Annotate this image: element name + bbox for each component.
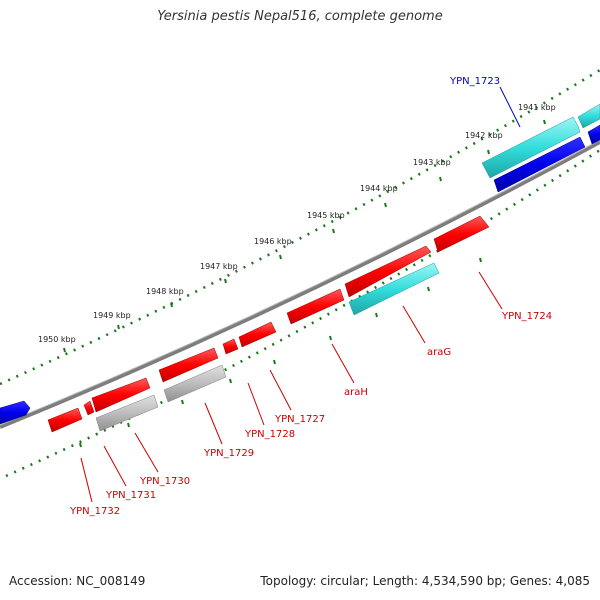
gene-ypn-1730-arrow[interactable] xyxy=(91,377,151,413)
tick-label-1942: 1942 kbp xyxy=(465,131,503,140)
gene-label-ypn-1731: YPN_1731 xyxy=(105,490,156,501)
gene-label-arag: araG xyxy=(427,347,451,358)
reverse-strand-track xyxy=(95,124,600,432)
gene-label-ypn-1724: YPN_1724 xyxy=(501,311,552,322)
gene-cyan-reverse-arrow[interactable] xyxy=(348,262,440,316)
accession-text: Accession: NC_008149 xyxy=(9,574,146,588)
tick-label-1946: 1946 kbp xyxy=(254,237,292,246)
gene-label-ypn-1723: YPN_1723 xyxy=(449,76,500,87)
outer-tick-ring xyxy=(0,68,600,386)
gene-arag-arrow[interactable] xyxy=(344,245,432,298)
gene-ypn-1728-arrow[interactable] xyxy=(222,338,239,355)
gene-ypn-1732-arrow[interactable] xyxy=(47,407,83,433)
forward-strand-track xyxy=(0,103,600,433)
gene-label-ypn-1732: YPN_1732 xyxy=(69,506,120,517)
tick-label-1944: 1944 kbp xyxy=(360,184,398,193)
gene-label-arah: araH xyxy=(344,387,368,398)
gene-label-ypn-1728: YPN_1728 xyxy=(244,429,295,440)
gene-label-ypn-1727: YPN_1727 xyxy=(274,414,325,425)
gene-ypn-1731-arrow[interactable] xyxy=(83,400,95,416)
gene-blue-edge-arrow[interactable] xyxy=(587,124,600,145)
label-leaders xyxy=(80,86,521,503)
gene-grey-pseudo-arrow-1[interactable] xyxy=(163,364,227,403)
gene-label-ypn-1730: YPN_1730 xyxy=(139,476,190,487)
gene-ypn-1723-arrow[interactable] xyxy=(481,116,581,179)
gene-ypn-1724-arrow[interactable] xyxy=(433,215,490,253)
gene-blue-reverse-arrow[interactable] xyxy=(493,136,586,193)
gene-cyan-edge-arrow[interactable] xyxy=(577,103,600,129)
tick-label-1950: 1950 kbp xyxy=(38,335,76,344)
genome-title: Yersinia pestis Nepal516, complete genom… xyxy=(157,9,443,24)
genome-backbone xyxy=(0,140,600,429)
inner-tick-ring xyxy=(5,148,600,478)
tick-label-1945: 1945 kbp xyxy=(307,211,345,220)
tick-label-1941: 1941 kbp xyxy=(518,103,556,112)
gene-ypn-1729-arrow[interactable] xyxy=(158,347,219,383)
gene-grey-pseudo-arrow-2[interactable] xyxy=(95,394,159,432)
gene-ypn-1727-arrow[interactable] xyxy=(238,321,277,348)
tick-label-1947: 1947 kbp xyxy=(200,262,238,271)
topology-text: Topology: circular; Length: 4,534,590 bp… xyxy=(260,574,590,588)
tick-label-1948: 1948 kbp xyxy=(146,287,184,296)
tick-label-1943: 1943 kbp xyxy=(413,158,451,167)
gene-blue-left-arrow[interactable] xyxy=(0,400,31,425)
gene-label-ypn-1729: YPN_1729 xyxy=(203,448,254,459)
tick-label-1949: 1949 kbp xyxy=(93,311,131,320)
gene-arah-arrow[interactable] xyxy=(286,288,345,325)
